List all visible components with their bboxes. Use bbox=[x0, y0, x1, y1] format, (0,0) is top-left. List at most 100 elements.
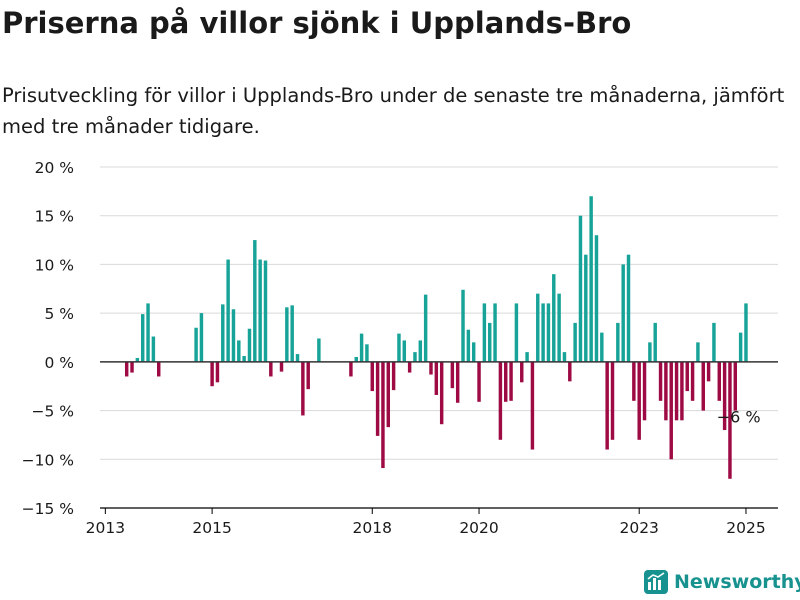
bar bbox=[215, 361, 220, 383]
bars bbox=[124, 196, 748, 479]
bar bbox=[418, 340, 423, 362]
bar bbox=[221, 304, 225, 362]
y-tick-label: 5 % bbox=[44, 305, 74, 323]
bar bbox=[359, 333, 364, 362]
axes bbox=[100, 361, 778, 514]
bar bbox=[354, 356, 358, 362]
bar bbox=[279, 361, 284, 372]
x-tick-label: 2013 bbox=[86, 519, 125, 537]
brand-name: Newsworthy bbox=[674, 571, 800, 593]
bar bbox=[365, 344, 369, 362]
bar bbox=[738, 332, 743, 362]
bar bbox=[285, 307, 289, 362]
newsworthy-brand[interactable]: Newsworthy bbox=[644, 570, 800, 594]
bar bbox=[744, 303, 748, 362]
tick-labels: 20 % 15 % 10 % 5 % 0 % −5 % −10 % −15 % 2013 2015… bbox=[22, 159, 766, 537]
bar bbox=[381, 361, 385, 469]
bar bbox=[514, 303, 519, 362]
bar bbox=[370, 361, 374, 392]
bar bbox=[242, 356, 246, 362]
y-tick-label: 20 % bbox=[35, 159, 74, 177]
bar bbox=[690, 361, 695, 401]
bar bbox=[482, 303, 487, 362]
bar bbox=[520, 361, 524, 383]
bar bbox=[471, 342, 476, 362]
bar bbox=[157, 361, 161, 377]
bar bbox=[140, 314, 145, 362]
bar bbox=[450, 361, 455, 389]
bar bbox=[290, 305, 294, 362]
bar bbox=[375, 361, 380, 436]
bar bbox=[413, 352, 417, 362]
bar bbox=[664, 361, 668, 421]
bar bbox=[407, 361, 412, 373]
bar bbox=[466, 329, 471, 362]
bar bbox=[455, 361, 460, 403]
bar bbox=[600, 332, 604, 362]
bar bbox=[509, 361, 513, 401]
bar bbox=[423, 294, 428, 362]
bar bbox=[253, 240, 257, 362]
bar bbox=[493, 303, 497, 362]
bar bbox=[295, 354, 300, 362]
chart-title: Priserna på villor sjönk i Upplands-Bro bbox=[2, 6, 632, 40]
bar bbox=[386, 361, 391, 428]
bar bbox=[658, 361, 663, 401]
bar bbox=[194, 327, 198, 362]
bar bbox=[434, 361, 439, 395]
y-tick-label: 15 % bbox=[35, 208, 74, 226]
bar bbox=[439, 361, 444, 425]
bar bbox=[498, 361, 503, 440]
bar bbox=[530, 361, 535, 450]
bar bbox=[621, 264, 625, 362]
bar bbox=[301, 361, 305, 416]
bar bbox=[477, 361, 481, 402]
bar bbox=[685, 361, 689, 392]
bar bbox=[632, 361, 636, 401]
bar bbox=[669, 361, 673, 460]
bar bbox=[589, 196, 593, 362]
annotation-label: −6 % bbox=[717, 407, 761, 426]
bar bbox=[701, 361, 705, 411]
bar bbox=[626, 254, 631, 362]
bar bbox=[210, 361, 214, 387]
bar bbox=[525, 352, 529, 362]
bar bbox=[568, 361, 572, 382]
bar bbox=[722, 361, 727, 431]
bar bbox=[504, 361, 508, 402]
bar bbox=[461, 289, 465, 362]
bar bbox=[546, 303, 551, 362]
bar bbox=[696, 342, 700, 362]
bar bbox=[199, 313, 204, 362]
bar bbox=[146, 303, 150, 362]
bar bbox=[648, 342, 652, 362]
bar bbox=[616, 322, 620, 362]
bar bbox=[130, 361, 134, 373]
bar bbox=[605, 361, 609, 450]
bar bbox=[552, 274, 556, 362]
bar bbox=[717, 361, 721, 401]
bar bbox=[226, 259, 230, 362]
bar bbox=[642, 361, 647, 421]
bar bbox=[557, 293, 561, 362]
bar bbox=[541, 303, 545, 362]
bar bbox=[680, 361, 684, 421]
bar bbox=[536, 293, 540, 362]
bar bbox=[712, 322, 716, 362]
bar bbox=[562, 352, 567, 362]
bar bbox=[349, 361, 353, 377]
bar bbox=[610, 361, 615, 440]
bar bbox=[263, 260, 268, 362]
newsworthy-logo-icon bbox=[644, 570, 668, 594]
y-tick-label: 0 % bbox=[44, 354, 74, 372]
bar bbox=[258, 259, 262, 362]
bar bbox=[594, 235, 599, 362]
bar bbox=[578, 215, 583, 362]
bar bbox=[306, 361, 310, 390]
bar bbox=[397, 333, 401, 362]
chart-subtitle: Prisutveckling för villor i Upplands-Bro… bbox=[2, 84, 785, 138]
bar bbox=[584, 254, 588, 362]
bar bbox=[573, 322, 577, 362]
bar bbox=[124, 361, 129, 377]
